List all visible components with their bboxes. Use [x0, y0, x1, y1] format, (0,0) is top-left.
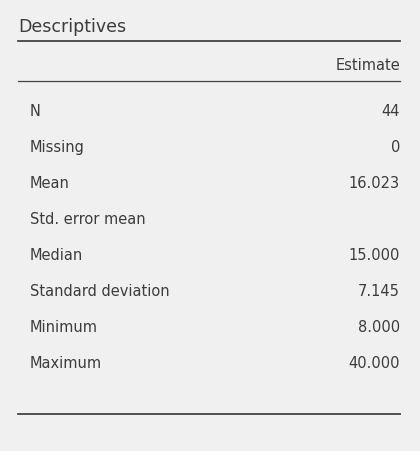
Text: 16.023: 16.023: [349, 175, 400, 191]
Text: 15.000: 15.000: [349, 248, 400, 262]
Text: 7.145: 7.145: [358, 283, 400, 299]
Text: Std. error mean: Std. error mean: [30, 212, 146, 226]
Text: Estimate: Estimate: [335, 58, 400, 73]
Text: 44: 44: [381, 104, 400, 119]
Text: 8.000: 8.000: [358, 319, 400, 334]
Text: 40.000: 40.000: [349, 355, 400, 370]
Text: Minimum: Minimum: [30, 319, 98, 334]
Text: Standard deviation: Standard deviation: [30, 283, 170, 299]
Text: 0: 0: [391, 140, 400, 155]
Text: Missing: Missing: [30, 140, 85, 155]
Text: Maximum: Maximum: [30, 355, 102, 370]
Text: N: N: [30, 104, 41, 119]
Text: Mean: Mean: [30, 175, 70, 191]
Text: Descriptives: Descriptives: [18, 18, 126, 36]
Text: Median: Median: [30, 248, 83, 262]
